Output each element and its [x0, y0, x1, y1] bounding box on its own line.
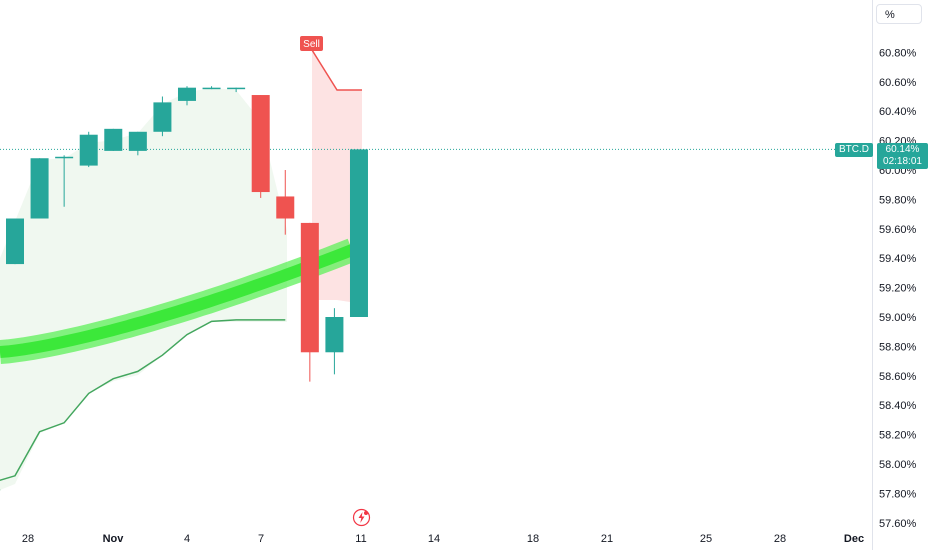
time-tick-label: Dec: [844, 533, 864, 545]
candle-body: [79, 134, 98, 166]
time-tick-label: 18: [527, 533, 539, 545]
time-tick-label: 4: [184, 533, 190, 545]
lower-line: [0, 319, 286, 491]
price-tick-label: 60.80%: [879, 47, 917, 59]
candle: [6, 218, 24, 265]
time-tick-label: 25: [700, 533, 712, 545]
moving-band-inner: [0, 244, 355, 358]
candle: [349, 149, 368, 317]
candle-body: [153, 102, 172, 132]
time-tick-label: 21: [601, 533, 613, 545]
price-tick-label: 59.00%: [879, 312, 917, 324]
candle: [104, 128, 123, 151]
candle-body: [202, 87, 221, 90]
candle: [79, 131, 98, 168]
price-tick-label: 58.20%: [879, 430, 917, 442]
candle-body: [325, 317, 344, 353]
price-tick-label: 57.60%: [879, 518, 917, 530]
time-tick-label: 14: [428, 533, 440, 545]
price-tick-label: 58.80%: [879, 341, 917, 353]
time-tick-label: Nov: [103, 533, 125, 545]
price-tick-label: 60.60%: [879, 77, 917, 89]
price-tick-label: 57.80%: [879, 488, 917, 500]
candle: [30, 158, 49, 219]
time-tick-label: 28: [774, 533, 786, 545]
indicator-cloud: [0, 88, 287, 490]
candle: [128, 131, 147, 156]
time-axis-svg: 28 Nov 4 7 11 14 18 21 25 28 Dec: [22, 533, 864, 545]
symbol-price-label: BTC.D: [835, 143, 873, 157]
chart-svg[interactable]: Sell: [0, 0, 872, 526]
percent-scale-button[interactable]: %: [876, 4, 922, 24]
time-tick-label: 28: [22, 533, 34, 545]
candle: [227, 87, 246, 93]
sell-marker-box: [300, 36, 323, 51]
candle-body: [128, 131, 147, 151]
sell-zone: [312, 50, 362, 302]
price-axis[interactable]: 60.80% 60.60% 60.40% 60.20% 60.00% 59.80% 59.6…: [872, 0, 932, 550]
candle: [251, 95, 270, 198]
countdown-timer: 02:18:01: [883, 156, 922, 167]
price-tick-label: 59.60%: [879, 224, 917, 236]
candle-body: [276, 196, 295, 219]
time-tick-label: 7: [258, 533, 264, 545]
candle: [276, 170, 295, 235]
time-axis[interactable]: 28 Nov 4 7 11 14 18 21 25 28 Dec: [0, 526, 872, 550]
candle-body: [227, 87, 246, 90]
candle: [202, 86, 221, 90]
price-tick-label: 58.60%: [879, 371, 917, 383]
candle-body: [349, 149, 368, 317]
sell-level-line: [311, 49, 362, 91]
sell-marker: Sell: [300, 36, 323, 51]
candle-body: [251, 95, 270, 193]
candle-body: [177, 87, 196, 101]
lightning-event-icon[interactable]: [352, 508, 371, 527]
candle: [300, 222, 319, 382]
price-tick-label: 58.00%: [879, 459, 917, 471]
candle: [177, 86, 196, 106]
candle-body: [30, 158, 49, 219]
candle: [153, 96, 172, 137]
candle: [325, 308, 344, 375]
candle-body: [6, 218, 24, 265]
price-tick-label: 59.80%: [879, 194, 917, 206]
price-axis-svg: 60.80%60.60%60.40%60.20%60.00%59.80%59.6…: [879, 47, 917, 530]
sell-marker-label: Sell: [303, 39, 320, 50]
time-tick-label: 11: [355, 533, 366, 545]
last-price-value: 60.14%: [885, 144, 920, 155]
price-tick-label: 59.20%: [879, 283, 917, 295]
candle-body: [55, 156, 74, 159]
last-price-badge: 60.14% 02:18:01: [877, 143, 928, 169]
chart-area[interactable]: Sell: [0, 0, 872, 550]
candle-body: [104, 128, 123, 151]
price-tick-label: 60.40%: [879, 106, 917, 118]
price-tick-label: 58.40%: [879, 400, 917, 412]
price-tick-label: 59.40%: [879, 253, 917, 265]
candle: [55, 155, 74, 207]
candle-body: [300, 222, 319, 353]
